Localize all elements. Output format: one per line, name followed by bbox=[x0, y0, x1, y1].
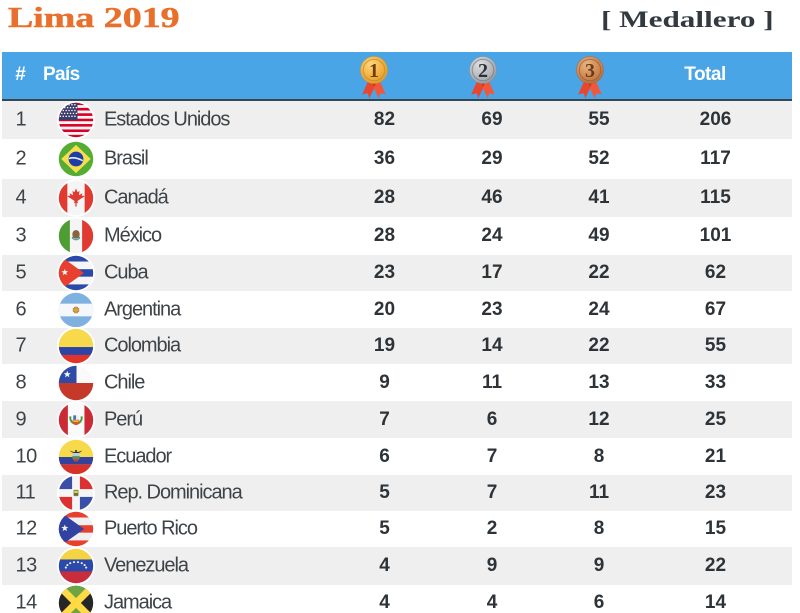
svg-text:3: 3 bbox=[585, 60, 595, 82]
svg-text:2: 2 bbox=[478, 60, 488, 82]
svg-text:1: 1 bbox=[369, 60, 379, 82]
